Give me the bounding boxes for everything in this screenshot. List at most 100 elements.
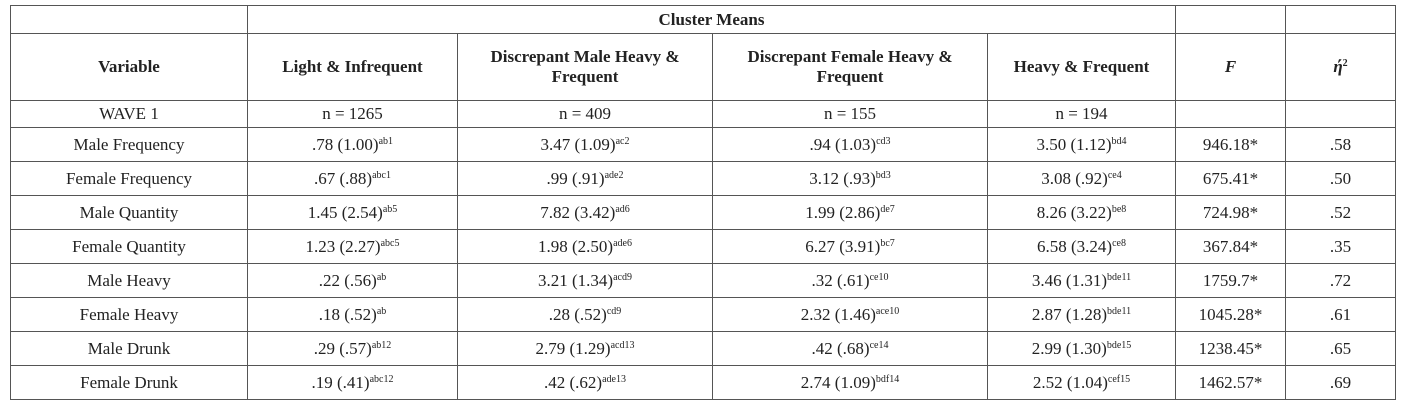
mean-cell: 2.79 (1.29)acd13 [457, 331, 713, 366]
mean-cell-text: 1.45 (2.54) [307, 202, 383, 222]
mean-cell: 1.98 (2.50)ade6 [457, 229, 713, 264]
mean-cell-text: 2.52 (1.04) [1032, 372, 1108, 392]
column-header: Discrepant Female Heavy & Frequent [712, 33, 988, 101]
mean-cell-text: .94 (1.03) [809, 134, 877, 154]
column-header-text: F [1224, 57, 1237, 76]
data-row: Female Frequency .67 (.88)abc1.99 (.91)ad… [10, 161, 1396, 196]
data-row: Male Quantity 1.45 (2.54)ab5 7.82 (3.42)ad… [10, 195, 1396, 230]
mean-cell: .32 (.61)ce10 [712, 263, 988, 298]
column-header: Variable [10, 33, 248, 101]
column-header: Discrepant Male Heavy & Frequent [457, 33, 713, 101]
empty-cell [1285, 100, 1396, 128]
table-body: Cluster Means Variable Light & Infrequent… [10, 5, 1396, 400]
mean-cell-superscript: bde11 [1107, 305, 1132, 317]
column-header-text: Discrepant Male Heavy & Frequent [490, 47, 680, 86]
mean-cell-superscript: ade13 [602, 373, 626, 385]
mean-cell: 1.23 (2.27)abc5 [247, 229, 458, 264]
column-header: Heavy & Frequent [987, 33, 1176, 101]
eta-cell: .72 [1285, 263, 1396, 298]
mean-cell-text: 2.79 (1.29) [535, 338, 611, 358]
f-cell: 1045.28* [1175, 297, 1286, 332]
mean-cell-superscript: ac2 [615, 135, 630, 147]
mean-cell: .67 (.88)abc1 [247, 161, 458, 196]
mean-cell-text: 7.82 (3.42) [540, 202, 616, 222]
mean-cell: .78 (1.00)ab1 [247, 127, 458, 162]
column-header: Light & Infrequent [247, 33, 458, 101]
mean-cell: 8.26 (3.22)be8 [987, 195, 1176, 230]
mean-cell-superscript: acd9 [613, 271, 632, 283]
mean-cell-text: 2.87 (1.28) [1031, 304, 1107, 324]
eta-cell: .52 [1285, 195, 1396, 230]
column-header: F [1175, 33, 1286, 101]
mean-cell-superscript: be8 [1111, 203, 1127, 215]
mean-cell-superscript: cd9 [606, 305, 622, 317]
mean-cell-text: 6.27 (3.91) [805, 236, 881, 256]
mean-cell-text: 1.99 (2.86) [805, 202, 881, 222]
mean-cell-text: 2.74 (1.09) [800, 372, 876, 392]
f-cell: 724.98* [1175, 195, 1286, 230]
row-label: Male Frequency [10, 127, 248, 162]
f-cell: 367.84* [1175, 229, 1286, 264]
eta-cell: .69 [1285, 365, 1396, 400]
mean-cell: 6.27 (3.91)bc7 [712, 229, 988, 264]
mean-cell-text: 3.21 (1.34) [538, 270, 614, 290]
mean-cell: 2.32 (1.46)ace10 [712, 297, 988, 332]
mean-cell: 2.74 (1.09)bdf14 [712, 365, 988, 400]
row-label: Female Frequency [10, 161, 248, 196]
mean-cell-text: .32 (.61) [811, 270, 870, 290]
column-header-text: ή [1333, 57, 1343, 76]
mean-cell-text: 1.23 (2.27) [305, 236, 381, 256]
mean-cell-text: 2.32 (1.46) [800, 304, 876, 324]
mean-cell-superscript: ce4 [1107, 169, 1122, 181]
mean-cell: 1.45 (2.54)ab5 [247, 195, 458, 230]
eta-cell: .65 [1285, 331, 1396, 366]
mean-cell-text: 8.26 (3.22) [1036, 202, 1112, 222]
mean-cell-text: .42 (.62) [544, 372, 603, 392]
column-header-text: Discrepant Female Heavy & Frequent [747, 47, 953, 86]
mean-cell-superscript: bde15 [1106, 339, 1132, 351]
column-header-text: Light & Infrequent [282, 57, 423, 76]
mean-cell-superscript: acd13 [610, 339, 635, 351]
mean-cell-text: .19 (.41) [311, 372, 370, 392]
eta-cell: .58 [1285, 127, 1396, 162]
mean-cell-superscript: ade6 [613, 237, 632, 249]
mean-cell-text: 3.12 (.93) [809, 168, 876, 188]
row-label: Female Quantity [10, 229, 248, 264]
wave-cell: WAVE 1 [10, 100, 248, 128]
data-row: Female Drunk .19 (.41)abc12.42 (.62)ade13… [10, 365, 1396, 400]
wave-cell: n = 155 [712, 100, 988, 128]
mean-cell-superscript: ab12 [371, 339, 392, 351]
mean-cell-superscript: bd4 [1111, 135, 1127, 147]
data-row: Female Heavy .18 (.52)ab .28 (.52)cd9 2.32 … [10, 297, 1396, 332]
mean-cell: .29 (.57)ab12 [247, 331, 458, 366]
mean-cell: 1.99 (2.86)de7 [712, 195, 988, 230]
mean-cell-superscript: ad6 [615, 203, 630, 215]
mean-cell: .28 (.52)cd9 [457, 297, 713, 332]
f-cell: 1462.57* [1175, 365, 1286, 400]
empty-cell [1175, 5, 1286, 34]
mean-cell-superscript: bd3 [875, 169, 891, 181]
mean-cell-text: .67 (.88) [314, 168, 373, 188]
mean-cell: .22 (.56)ab [247, 263, 458, 298]
f-cell: 675.41* [1175, 161, 1286, 196]
mean-cell: .18 (.52)ab [247, 297, 458, 332]
wave-cell: n = 409 [457, 100, 713, 128]
empty-cell [1175, 100, 1286, 128]
group-header-row: Cluster Means [10, 5, 1396, 34]
mean-cell-text: 3.50 (1.12) [1036, 134, 1112, 154]
mean-cell-superscript: abc12 [369, 373, 394, 385]
mean-cell: .94 (1.03)cd3 [712, 127, 988, 162]
row-label: Male Drunk [10, 331, 248, 366]
group-header: Cluster Means [247, 5, 1176, 34]
mean-cell-superscript: abc5 [380, 237, 400, 249]
f-cell: 946.18* [1175, 127, 1286, 162]
mean-cell-superscript: ab [376, 271, 387, 283]
mean-cell-superscript: bdf14 [875, 373, 900, 385]
header-row: Variable Light & Infrequent Discrepant Mal… [10, 33, 1396, 101]
mean-cell-text: .78 (1.00) [311, 134, 379, 154]
data-row: Male Frequency .78 (1.00)ab1 3.47 (1.09)ac… [10, 127, 1396, 162]
mean-cell-superscript: ace10 [875, 305, 900, 317]
wave-cell: n = 194 [987, 100, 1176, 128]
mean-cell-text: .28 (.52) [548, 304, 607, 324]
mean-cell: .42 (.62)ade13 [457, 365, 713, 400]
